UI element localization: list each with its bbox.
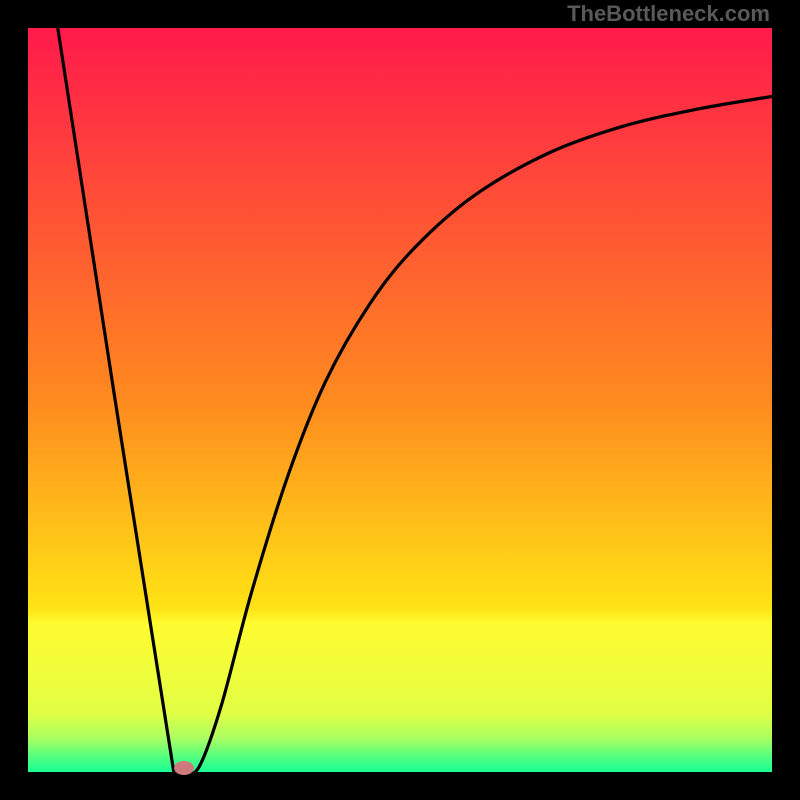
chart-frame: TheBottleneck.com xyxy=(0,0,800,800)
minimum-marker xyxy=(174,761,194,775)
bottleneck-curve xyxy=(58,28,772,772)
plot-area xyxy=(28,28,772,772)
watermark-text: TheBottleneck.com xyxy=(567,1,770,27)
curve-layer xyxy=(28,28,772,772)
